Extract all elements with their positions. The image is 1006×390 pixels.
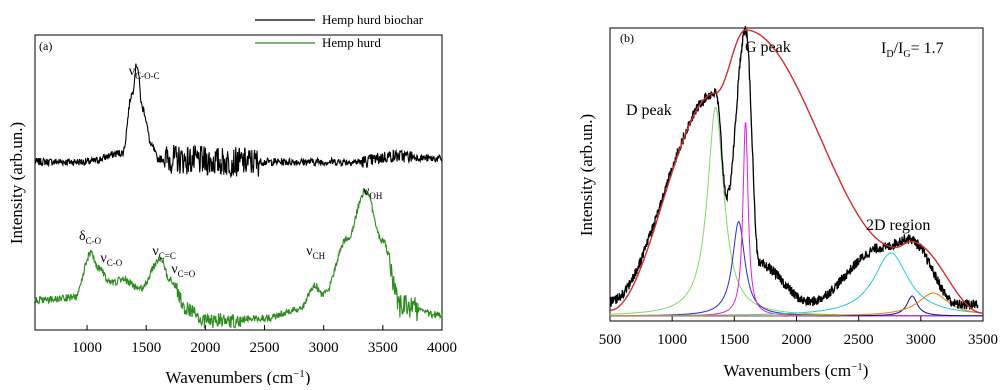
peak-label: G peak — [745, 39, 791, 56]
panel-a-annotations: νC-O-C δC-O νC-O νC=CνC=O νCH νOH — [79, 64, 383, 279]
x-tick-label-a: 2500 — [250, 340, 280, 356]
panel-a-y-axis-title: Intensity (arb.un.) — [7, 122, 26, 244]
panel-a-frame — [34, 34, 443, 331]
legend-label-biochar: Hemp hurd biochar — [322, 12, 424, 27]
peak-label: D peak — [626, 102, 672, 119]
band-annotation: νOH — [363, 184, 383, 201]
measured-spectrum-line — [609, 26, 979, 310]
x-tick-label-a: 4000 — [427, 340, 457, 356]
x-tick-label-b: 2500 — [844, 332, 874, 348]
x-tick-label-a: 1000 — [72, 340, 102, 356]
band-annotation: νCH — [306, 244, 325, 261]
x-tick-label-b: 500 — [599, 332, 622, 348]
band-annotation: νC=C — [152, 244, 175, 261]
peak-label: 2D region — [866, 217, 930, 234]
x-tick-label-a: 3000 — [309, 340, 339, 356]
fit-component-line — [610, 292, 984, 317]
x-tick-label-a: 3500 — [368, 340, 398, 356]
panel-b-y-axis-title: Intensity (arb.un.) — [577, 114, 596, 236]
x-tick-label-b: 3000 — [906, 332, 936, 348]
x-tick-label-a: 2000 — [190, 340, 220, 356]
band-annotation: νC-O — [100, 251, 122, 268]
panel-a: (a) 1000 1500 2000 2500 3000 3500 4000 Wavenum… — [7, 12, 457, 387]
panel-b-label: (b) — [620, 31, 634, 45]
panel-b-x-axis: 500 1000 1500 2000 2500 3000 3500 — [599, 316, 998, 348]
panel-a-series — [34, 63, 443, 329]
x-tick-label-b: 1000 — [657, 332, 687, 348]
band-annotation: δC-O — [79, 229, 102, 246]
x-tick-label-a: 1500 — [131, 340, 161, 356]
series-line-biochar — [34, 63, 443, 179]
series-line-hemp-hurd — [34, 187, 443, 329]
panel-b: (b) 500 1000 1500 2000 2500 3000 3500 Wavenumb… — [577, 26, 998, 380]
panel-a-label: (a) — [39, 39, 52, 53]
band-annotation: νC=O — [171, 262, 195, 279]
id-ig-ratio: ID/IG= 1.7 — [881, 40, 944, 60]
panel-b-x-axis-title: Wavenumbers (cm−1) — [724, 361, 869, 380]
x-tick-label-b: 3500 — [968, 332, 998, 348]
panel-a-x-axis: 1000 1500 2000 2500 3000 3500 4000 — [72, 325, 457, 356]
fit-component-line — [610, 220, 983, 317]
cumulative-fit-line — [610, 29, 983, 314]
fit-component-line — [609, 106, 983, 317]
panel-b-peak-labels: D peak G peak 2D region — [626, 39, 930, 234]
panel-a-legend: Hemp hurd biochar Hemp hurd — [255, 12, 424, 50]
x-tick-label-b: 2000 — [782, 332, 812, 348]
band-annotation: νC-O-C — [129, 64, 160, 81]
panel-b-series — [609, 26, 984, 317]
panel-a-x-axis-title: Wavenumbers (cm−1) — [166, 368, 311, 385]
panel-b-frame — [609, 27, 984, 322]
legend-label-hemp-hurd: Hemp hurd — [322, 35, 381, 50]
x-tick-label-b: 1500 — [719, 332, 749, 348]
